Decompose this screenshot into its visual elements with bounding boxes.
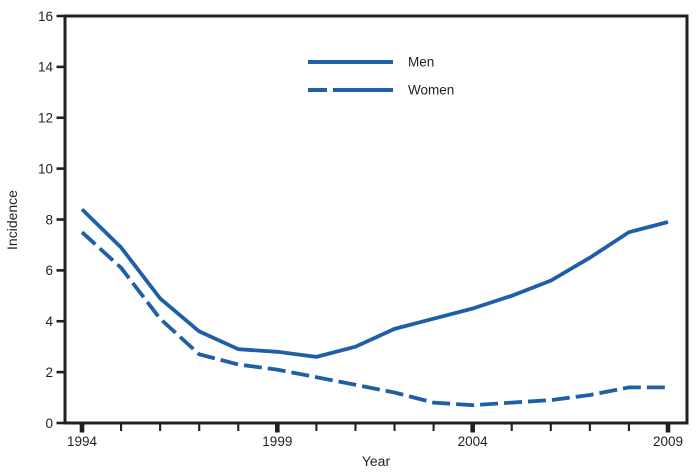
- y-tick-label: 12: [38, 111, 53, 126]
- y-tick-label: 6: [45, 263, 53, 278]
- y-axis-title: Incidence: [4, 190, 20, 250]
- legend-label-men: Men: [408, 55, 434, 70]
- series-line-women: [80, 230, 668, 408]
- x-tick-label: 1999: [262, 434, 292, 449]
- legend-group: [308, 60, 393, 92]
- x-tick-label: 2004: [458, 434, 489, 449]
- y-tick-label: 8: [45, 212, 53, 227]
- x-tick-label: 1994: [67, 434, 98, 449]
- y-tick-label: 10: [38, 161, 53, 176]
- y-tick-label: 16: [38, 9, 53, 24]
- x-axis-title: Year: [362, 453, 391, 469]
- y-tick-label: 4: [45, 314, 53, 329]
- x-axis-ticks-group: 1994 1999 2004 2009: [67, 424, 683, 449]
- y-tick-label: 0: [45, 416, 53, 431]
- data-series-group: [80, 207, 669, 408]
- y-tick-label: 2: [45, 365, 53, 380]
- y-axis-ticks-group: 0 2 4 6 8 10 12 14 16: [38, 9, 65, 431]
- plot-frame-group: [63, 14, 689, 425]
- y-tick-label: 14: [38, 60, 54, 75]
- legend-label-women: Women: [408, 83, 454, 98]
- plot-frame: [63, 14, 689, 425]
- series-line-men: [80, 207, 669, 359]
- x-tick-label: 2009: [653, 434, 683, 449]
